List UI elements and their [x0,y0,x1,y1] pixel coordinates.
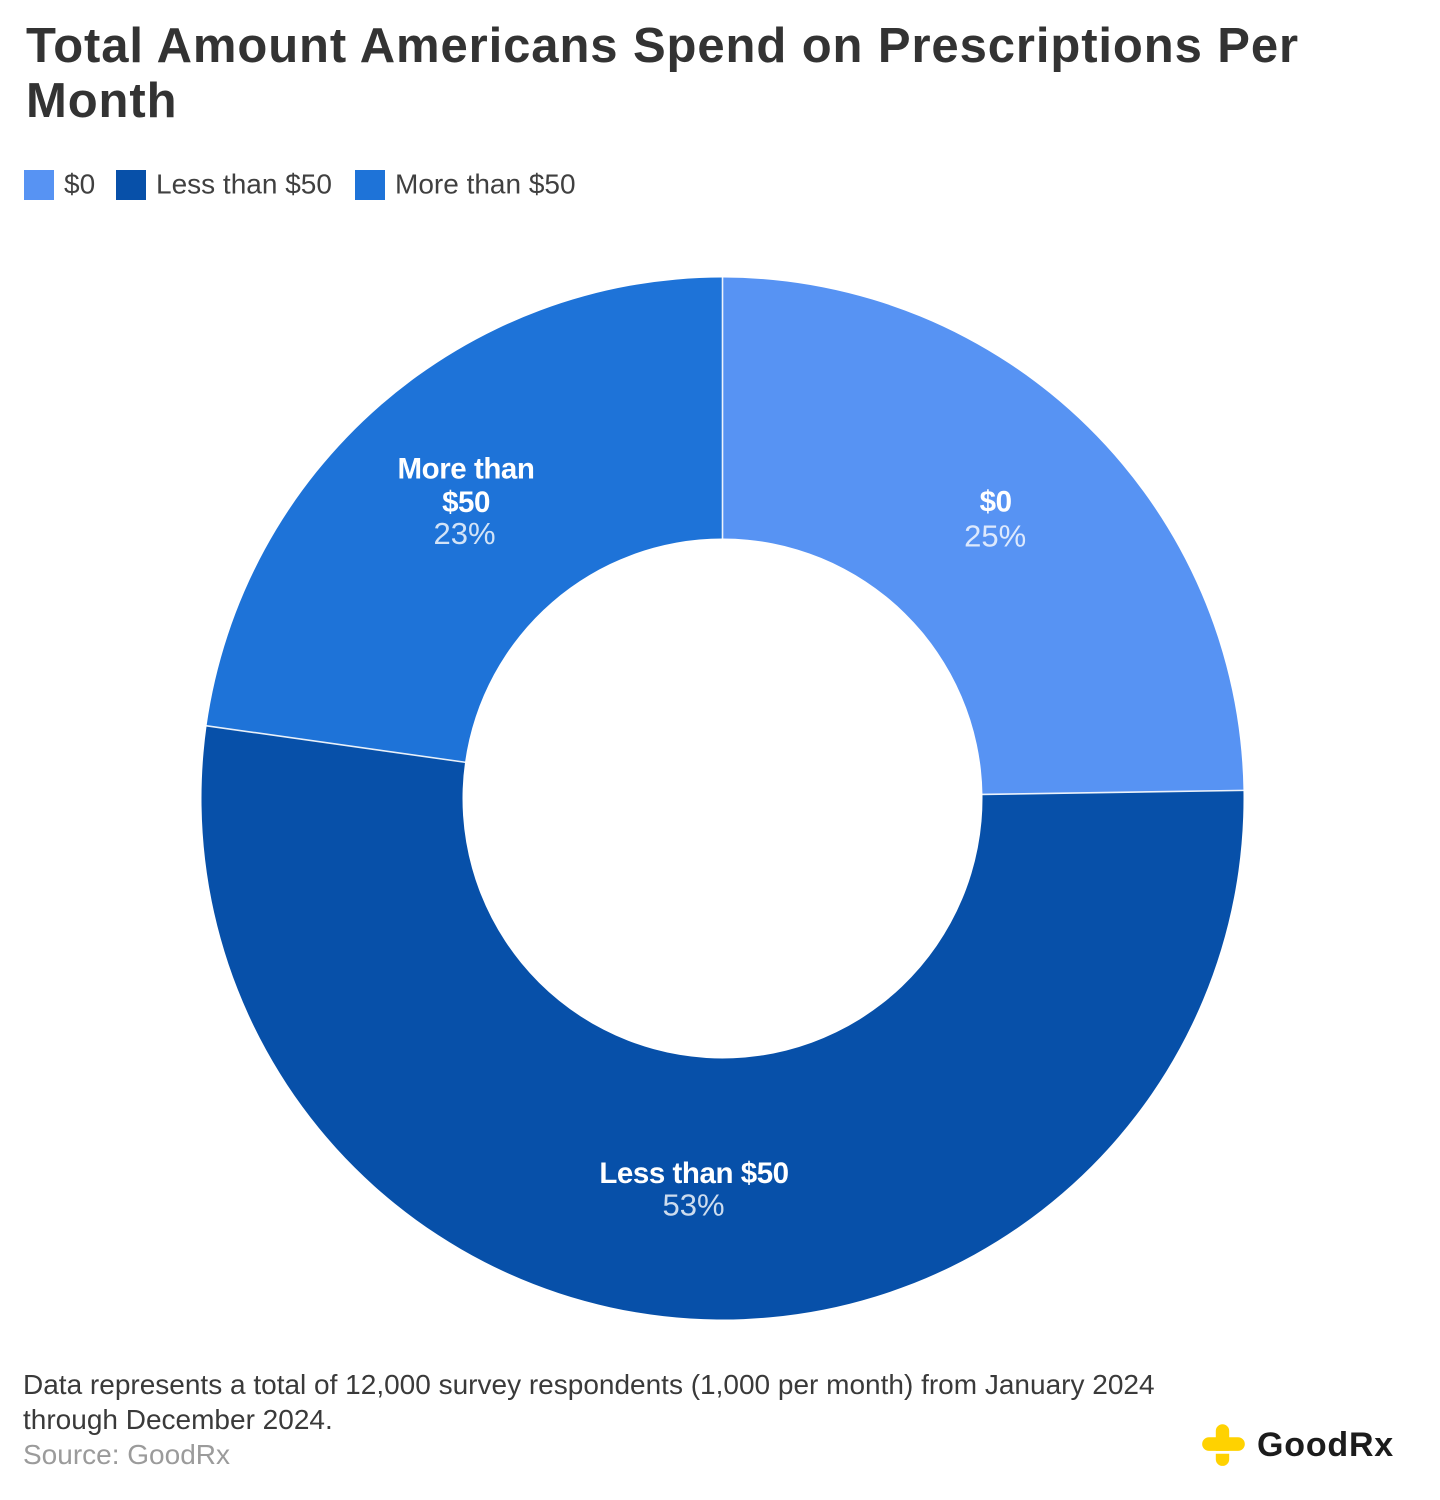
svg-text:$50: $50 [442,486,490,519]
svg-text:Less than $50: Less than $50 [599,1157,788,1190]
svg-text:23%: 23% [433,516,495,551]
svg-text:$0: $0 [980,486,1012,519]
svg-text:25%: 25% [964,519,1026,554]
svg-text:53%: 53% [662,1188,724,1223]
svg-text:More than: More than [398,453,535,486]
